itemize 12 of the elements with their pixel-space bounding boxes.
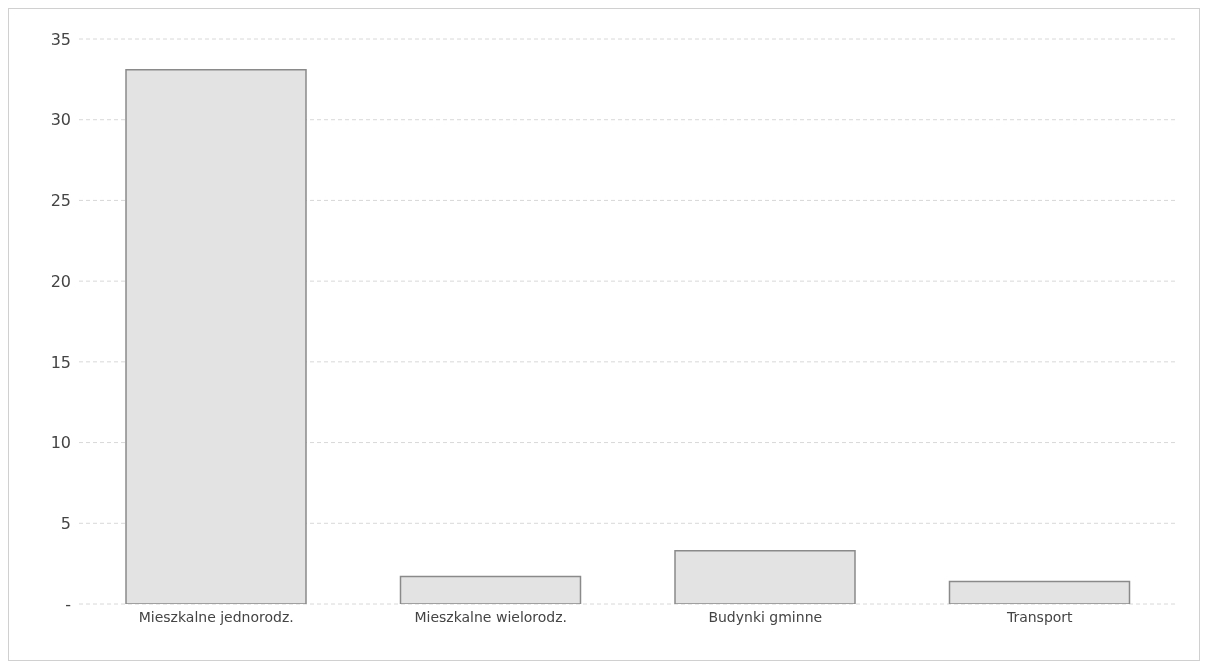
- y-tick-label: 35: [50, 29, 71, 49]
- y-tick-label: 25: [50, 191, 71, 211]
- x-tick-label: Mieszkalne jednorodz.: [138, 608, 294, 625]
- y-tick-label: 15: [50, 352, 71, 372]
- x-tick-label: Budynki gminne: [708, 608, 823, 625]
- y-tick-label: 10: [50, 433, 71, 453]
- y-tick-label: 5: [60, 513, 71, 533]
- y-tick-label: 30: [50, 110, 71, 130]
- x-tick-label: Transport: [1005, 608, 1074, 625]
- x-tick-label: Mieszkalne wielorodz.: [414, 608, 568, 625]
- y-tick-label: -: [65, 594, 71, 614]
- y-tick-label: 20: [50, 271, 71, 291]
